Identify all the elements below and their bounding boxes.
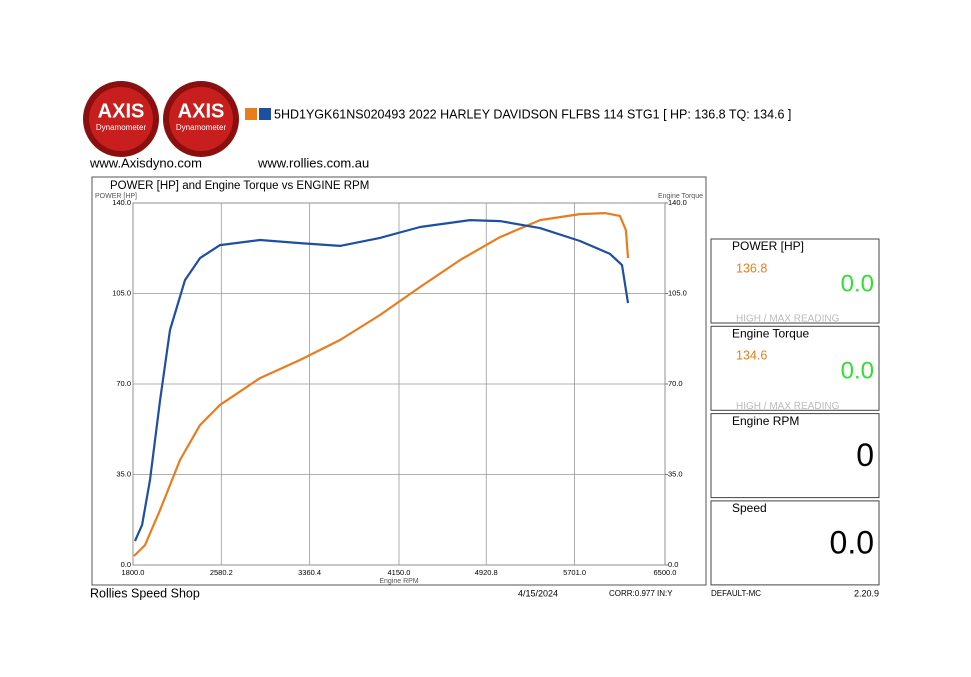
series-line	[133, 212, 630, 557]
y-tick-label: 0.0	[121, 560, 131, 569]
x-axis-label: Engine RPM	[379, 578, 418, 585]
series-line	[133, 219, 630, 542]
panel-label: Speed	[732, 501, 767, 515]
x-tick-label: 1800.0	[122, 568, 145, 577]
logo-inner	[89, 87, 153, 151]
y2-tick-label: 105.0	[668, 288, 687, 297]
website: www.rollies.com.au	[257, 155, 369, 170]
logo-text: AXIS	[98, 100, 145, 122]
legend-swatch	[245, 108, 257, 120]
y-tick-label: 35.0	[116, 469, 131, 478]
y-axis-label: POWER [HP]	[95, 193, 137, 200]
plot: 1800.0 2580.2 3360.4 4150.0 4920.8 5701.0 6500…	[112, 198, 687, 577]
readout-panel	[710, 238, 880, 324]
logo-text: AXIS	[178, 100, 225, 122]
x-tick-label: 4150.0	[388, 568, 411, 577]
x-tick-label: 5701.0	[563, 568, 586, 577]
y-tick-label: 140.0	[112, 198, 131, 207]
website: www.Axisdyno.com	[89, 155, 202, 170]
chart-title: POWER [HP] and Engine Torque vs ENGINE R…	[110, 180, 369, 192]
y2-axis-label: Engine Torque	[658, 193, 703, 200]
run-title: 5HD1YGK61NS020493 2022 HARLEY DAVIDSON F…	[274, 107, 791, 121]
panel-value: 0.0	[841, 358, 874, 385]
correction: CORR:0.977 IN:Y	[609, 589, 673, 598]
y2-tick-label: 70.0	[668, 379, 683, 388]
panel-note: HIGH / MAX READING	[736, 314, 840, 325]
y2-tick-label: 35.0	[668, 469, 683, 478]
logo-inner	[169, 87, 233, 151]
readout-panel	[710, 325, 880, 411]
logo-sub: Dynamometer	[176, 123, 227, 132]
y-tick-label: 105.0	[112, 288, 131, 297]
panel-max: 136.8	[736, 261, 767, 275]
panel-label: Engine RPM	[732, 414, 799, 428]
panel-value: 0.0	[830, 524, 874, 560]
x-tick-label: 6500.0	[654, 568, 677, 577]
x-tick-label: 3360.4	[298, 568, 321, 577]
y2-tick-label: 0.0	[668, 560, 678, 569]
panel-label: Engine Torque	[732, 326, 810, 340]
readout-panel	[710, 500, 880, 586]
panel-max: 134.6	[736, 349, 767, 363]
panel-note: HIGH / MAX READING	[736, 401, 840, 412]
x-tick-label: 2580.2	[210, 568, 233, 577]
panel-value: 0	[856, 437, 874, 473]
shop-name: Rollies Speed Shop	[90, 586, 200, 600]
date: 4/15/2024	[518, 588, 558, 598]
y-tick-label: 70.0	[116, 379, 131, 388]
panel-value: 0.0	[841, 270, 874, 297]
readout-panel	[710, 413, 880, 499]
profile: DEFAULT-MC	[711, 589, 761, 598]
legend-swatch	[259, 108, 271, 120]
logo: AXIS Dynamometer AXIS Dynamometer	[83, 81, 239, 157]
x-tick-label: 4920.8	[475, 568, 498, 577]
panel-label: POWER [HP]	[732, 239, 804, 253]
y2-tick-label: 140.0	[668, 198, 687, 207]
logo-sub: Dynamometer	[96, 123, 147, 132]
version: 2.20.9	[854, 588, 879, 598]
